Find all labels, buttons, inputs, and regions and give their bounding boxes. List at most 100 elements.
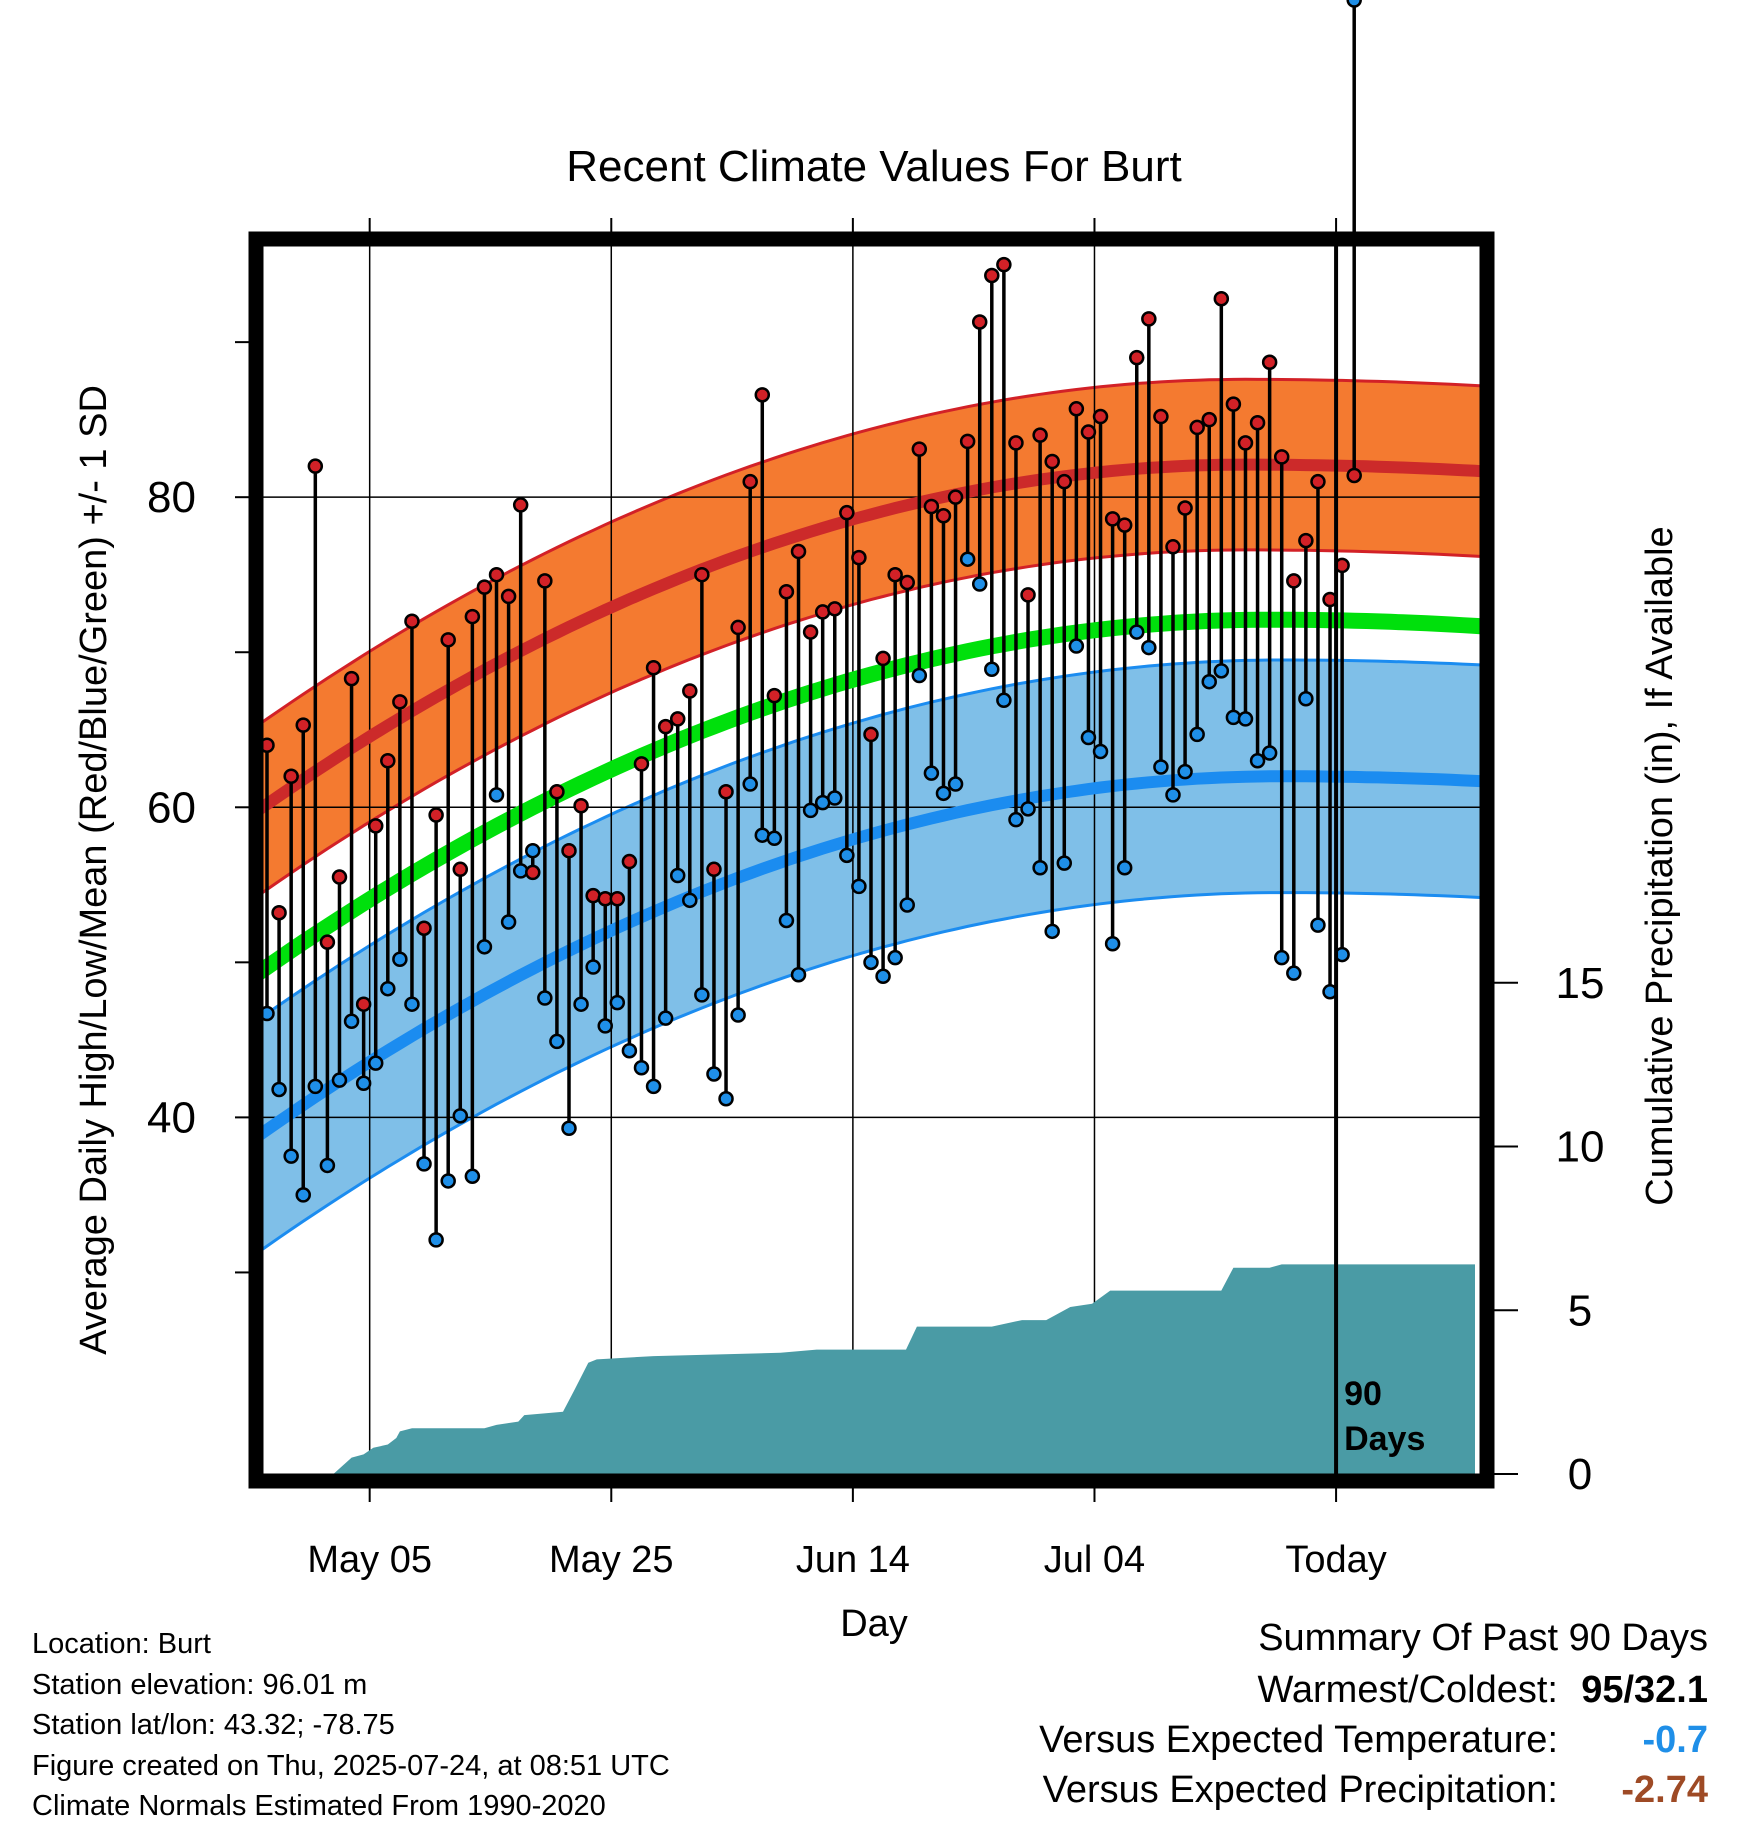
daily-low-point	[1177, 763, 1193, 780]
daily-high-point	[778, 584, 795, 600]
y-left-tick-label: 80	[147, 473, 196, 522]
daily-high-point	[1273, 449, 1290, 465]
daily-low-point	[718, 1091, 734, 1107]
daily-low-point	[923, 765, 940, 781]
daily-high-point	[742, 473, 758, 490]
daily-low-point	[1104, 935, 1121, 952]
daily-high-point	[863, 726, 879, 743]
daily-high-point	[440, 632, 456, 648]
daily-high-point	[1068, 401, 1085, 417]
daily-low-point	[597, 1018, 613, 1034]
daily-high-point	[754, 387, 771, 403]
daily-low-point	[1032, 860, 1048, 876]
daily-high-point	[1080, 424, 1097, 440]
daily-low-point	[319, 1157, 336, 1174]
daily-high-point	[283, 768, 299, 785]
daily-low-point	[1008, 811, 1024, 828]
daily-high-point	[996, 256, 1012, 273]
daily-low-point	[1116, 860, 1133, 876]
daily-low-point	[633, 1060, 650, 1076]
daily-low-point	[585, 959, 601, 975]
warm-cold-label: Warmest/Coldest:	[1257, 1669, 1558, 1711]
daily-high-point	[1116, 517, 1133, 533]
precip-departure-value: -2.74	[1621, 1769, 1708, 1811]
daily-low-point	[694, 987, 710, 1003]
daily-high-point	[537, 573, 553, 589]
x-tick-label: May 05	[307, 1539, 432, 1581]
daily-high-point	[621, 853, 638, 870]
daily-low-point	[1153, 759, 1169, 775]
daily-low-point	[367, 1055, 384, 1071]
station-info: Location: Burt Station elevation: 96.01 …	[32, 1624, 670, 1827]
daily-low-point	[283, 1148, 299, 1164]
daily-high-point	[887, 566, 903, 583]
daily-low-point	[1298, 690, 1314, 707]
daily-high-point	[1177, 500, 1193, 516]
daily-low-point	[1129, 624, 1145, 640]
daily-high-point	[923, 498, 940, 515]
daily-high-point	[416, 920, 432, 936]
x-axis-label: Day	[840, 1603, 908, 1645]
daily-high-point	[935, 508, 952, 524]
daily-high-point	[1310, 473, 1326, 490]
summary-heading: Summary Of Past 90 Days	[1258, 1617, 1708, 1659]
daily-low-point	[609, 994, 626, 1011]
today-days-label: Days	[1344, 1420, 1425, 1458]
y-left-tick-label: 40	[147, 1093, 196, 1142]
daily-low-point	[971, 576, 988, 592]
location-text: Location: Burt	[32, 1628, 211, 1660]
daily-low-point	[1165, 787, 1181, 803]
daily-high-point	[839, 504, 855, 521]
daily-high-point	[1032, 427, 1048, 443]
x-tick-label: May 25	[549, 1539, 674, 1581]
daily-high-point	[911, 441, 928, 457]
daily-high-point	[802, 624, 819, 640]
daily-low-point	[416, 1156, 432, 1172]
daily-low-point	[488, 787, 505, 803]
y-right-tick-label: 15	[1556, 959, 1605, 1008]
daily-high-point	[525, 864, 541, 881]
precip-departure-label: Versus Expected Precipitation:	[1042, 1769, 1558, 1811]
y-right-tick-label: 10	[1556, 1123, 1605, 1172]
daily-high-point	[718, 784, 734, 800]
daily-low-point	[573, 996, 589, 1012]
daily-low-point	[778, 912, 795, 929]
daily-high-point	[984, 267, 1000, 284]
high-sd-band	[263, 379, 1480, 893]
daily-high-point	[561, 842, 577, 859]
daily-high-point	[380, 753, 396, 769]
daily-high-point	[694, 566, 710, 583]
daily-high-point	[404, 613, 420, 629]
daily-high-point	[827, 601, 843, 617]
y-right-tick-label: 0	[1568, 1450, 1592, 1499]
daily-high-point	[971, 314, 988, 330]
daily-low-point	[947, 776, 964, 792]
daily-high-point	[307, 458, 324, 474]
daily-high-point	[488, 566, 505, 583]
daily-low-point	[839, 847, 855, 864]
daily-high-point	[766, 687, 783, 704]
precip-area	[267, 1264, 1475, 1474]
daily-high-point	[500, 588, 517, 605]
daily-low-point	[682, 892, 698, 909]
daily-high-point	[1020, 587, 1036, 603]
daily-low-point	[984, 661, 1000, 678]
plot-frame	[248, 231, 1495, 1489]
daily-high-point	[1153, 408, 1169, 425]
daily-high-point	[452, 861, 469, 878]
daily-high-point	[875, 650, 891, 667]
daily-low-point	[1286, 965, 1302, 981]
daily-low-point	[355, 1075, 372, 1092]
summary-panel: Summary Of Past 90 Days Warmest/Coldest:…	[1039, 1617, 1708, 1819]
daily-low-point	[392, 951, 408, 967]
daily-high-point	[669, 711, 686, 727]
daily-low-point	[851, 878, 867, 895]
daily-low-point	[959, 551, 976, 567]
daily-low-point	[1141, 639, 1157, 656]
daily-high-point	[706, 861, 722, 878]
daily-low-point	[790, 966, 807, 983]
daily-low-point	[899, 897, 915, 913]
daily-high-point	[1165, 539, 1181, 555]
x-tick-label: Jul 04	[1044, 1539, 1145, 1581]
